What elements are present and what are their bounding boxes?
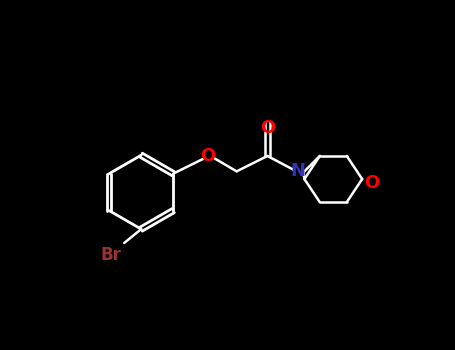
Text: Br: Br — [100, 246, 121, 264]
Text: O: O — [201, 147, 216, 165]
Text: O: O — [364, 174, 379, 192]
Text: O: O — [260, 119, 275, 137]
Text: N: N — [291, 162, 306, 180]
